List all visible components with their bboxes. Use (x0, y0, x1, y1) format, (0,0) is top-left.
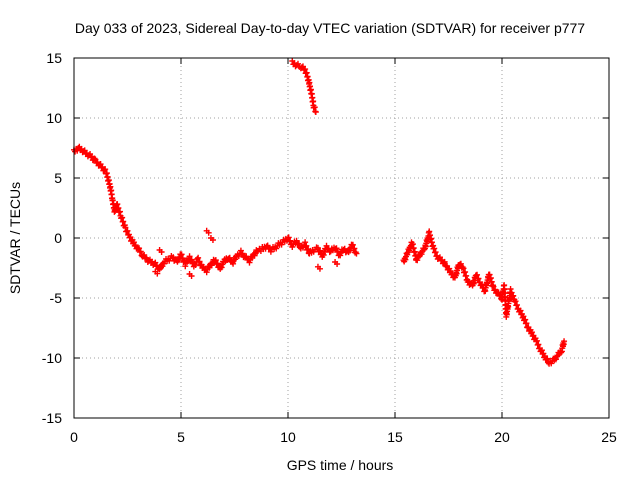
data-point (513, 301, 520, 308)
data-point (142, 254, 149, 261)
data-point (334, 261, 341, 267)
data-point (320, 252, 327, 258)
data-point (195, 254, 202, 261)
data-point (535, 341, 542, 348)
data-point (137, 248, 144, 255)
data-point (474, 271, 481, 278)
axis-ticks: 0 5 10 15 20 25 -15 -10 -5 0 5 10 15 (42, 50, 617, 445)
x-tick-label: 25 (601, 429, 617, 445)
data-point (326, 249, 333, 256)
data-point (414, 257, 421, 264)
data-point (285, 234, 292, 241)
data-point (122, 224, 129, 231)
data-point (182, 263, 189, 270)
data-point (558, 349, 565, 356)
data-point (294, 60, 301, 67)
data-point (154, 270, 161, 277)
data-point (337, 252, 344, 259)
data-point (528, 329, 535, 336)
data-point (136, 245, 143, 252)
x-tick-label: 0 (70, 429, 78, 445)
data-point (124, 227, 131, 234)
x-tick-label: 15 (387, 429, 403, 445)
y-tick-label: 5 (54, 170, 62, 186)
data-point (246, 259, 253, 266)
data-point (251, 252, 258, 259)
data-point (254, 248, 261, 255)
data-point (418, 251, 425, 258)
data-point (459, 264, 466, 271)
y-tick-label: 0 (54, 230, 62, 246)
data-point (175, 257, 182, 264)
data-point (230, 260, 237, 267)
data-point (432, 249, 439, 256)
data-point (457, 260, 464, 267)
grid (74, 58, 609, 418)
data-point (218, 264, 225, 271)
data-point (101, 166, 108, 173)
data-point (188, 273, 195, 279)
y-tick-label: 15 (46, 50, 62, 66)
data-point (312, 109, 319, 115)
chart-title: Day 033 of 2023, Sidereal Day-to-day VTE… (75, 20, 585, 36)
data-point (316, 265, 323, 272)
data-point (186, 253, 193, 260)
plot-frame (73, 57, 610, 419)
data-point (188, 256, 195, 263)
data-point (158, 249, 165, 255)
y-tick-label: -5 (50, 290, 63, 306)
data-point (91, 155, 98, 162)
data-point (421, 246, 428, 253)
data-point (441, 258, 448, 265)
data-point (475, 275, 482, 282)
data-point (102, 166, 109, 173)
data-point (317, 247, 324, 254)
data-point (431, 245, 438, 252)
data-point (561, 338, 568, 345)
data-point (349, 241, 356, 248)
x-tick-label: 10 (280, 429, 296, 445)
data-point (347, 247, 354, 254)
data-point (208, 262, 215, 269)
data-point (512, 298, 519, 305)
data-point (538, 347, 545, 354)
y-tick-label: -10 (42, 350, 62, 366)
data-point (517, 307, 524, 314)
x-axis-label: GPS time / hours (287, 457, 394, 473)
data-point (203, 269, 210, 276)
y-axis-label: SDTVAR / TECUs (7, 182, 23, 294)
x-tick-label: 5 (177, 429, 185, 445)
data-point (209, 237, 216, 243)
y-tick-label: -15 (42, 410, 62, 426)
data-point (196, 258, 203, 265)
data-point (552, 356, 559, 363)
y-tick-label: 10 (46, 110, 62, 126)
data-point (287, 237, 294, 244)
data-point (351, 245, 358, 252)
data-point (533, 337, 540, 344)
data-points (71, 58, 568, 367)
x-tick-label: 20 (494, 429, 510, 445)
data-point (353, 250, 360, 257)
data-point (333, 245, 340, 252)
data-point (205, 229, 212, 236)
